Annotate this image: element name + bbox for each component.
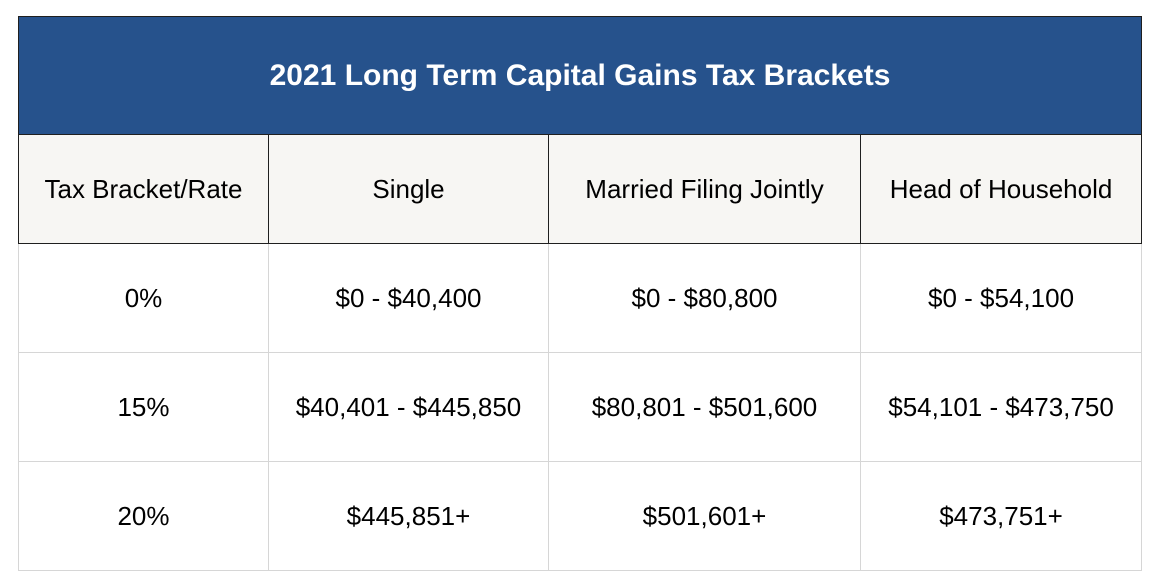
table-row: 0% $0 - $40,400 $0 - $80,800 $0 - $54,10…	[18, 243, 1143, 353]
married-jointly-range-cell: $501,601+	[548, 461, 861, 571]
married-jointly-range-cell: $80,801 - $501,600	[548, 352, 861, 462]
single-range-cell: $445,851+	[268, 461, 549, 571]
head-of-household-range-cell: $0 - $54,100	[859, 243, 1143, 353]
table-title: 2021 Long Term Capital Gains Tax Bracket…	[17, 16, 1143, 135]
tax-brackets-table: 2021 Long Term Capital Gains Tax Bracket…	[17, 16, 1143, 571]
column-header-single: Single	[268, 134, 549, 244]
table-row: 15% $40,401 - $445,850 $80,801 - $501,60…	[18, 352, 1143, 462]
head-of-household-range-cell: $473,751+	[859, 461, 1143, 571]
table-row: 20% $445,851+ $501,601+ $473,751+	[18, 461, 1143, 571]
header-row: Tax Bracket/Rate Single Married Filing J…	[18, 134, 1143, 244]
rate-cell: 0%	[18, 243, 269, 353]
head-of-household-range-cell: $54,101 - $473,750	[859, 352, 1143, 462]
single-range-cell: $40,401 - $445,850	[268, 352, 549, 462]
column-header-tax-bracket-rate: Tax Bracket/Rate	[18, 134, 269, 244]
rate-cell: 15%	[18, 352, 269, 462]
column-header-head-of-household: Head of Household	[859, 134, 1143, 244]
married-jointly-range-cell: $0 - $80,800	[548, 243, 861, 353]
single-range-cell: $0 - $40,400	[268, 243, 549, 353]
column-header-married-filing-jointly: Married Filing Jointly	[548, 134, 861, 244]
rate-cell: 20%	[18, 461, 269, 571]
title-row: 2021 Long Term Capital Gains Tax Bracket…	[17, 16, 1143, 135]
